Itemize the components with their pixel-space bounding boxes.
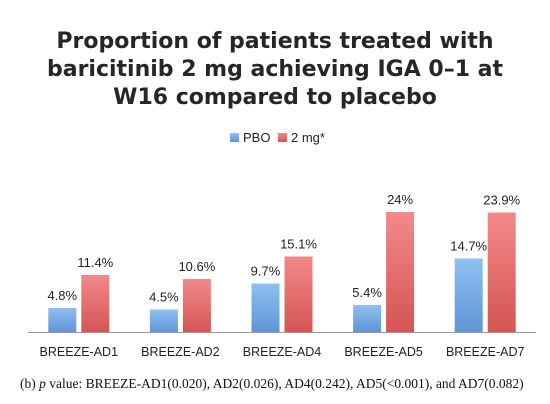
data-label-pbo-breeze-ad1: 4.8%: [47, 288, 77, 303]
chart-title: Proportion of patients treated with bari…: [47, 29, 504, 110]
data-label-pbo-breeze-ad2: 4.5%: [149, 290, 179, 305]
data-label-2mg-breeze-ad1: 11.4%: [77, 255, 113, 270]
bar-pbo-breeze-ad1: [48, 308, 77, 332]
legend-swatch-pbo: [230, 133, 239, 142]
x-tick-label-breeze-ad2: BREEZE-AD2: [141, 345, 220, 359]
bar-2mg-breeze-ad7: [487, 212, 516, 332]
data-label-pbo-breeze-ad5: 5.4%: [352, 285, 382, 300]
chart-title-line-2: baricitinib 2 mg achieving IGA 0–1 at: [47, 57, 504, 82]
x-tick-label-breeze-ad5: BREEZE-AD5: [344, 345, 423, 359]
legend-label-pbo: PBO: [243, 130, 270, 145]
chart-title-line-1: Proportion of patients treated with: [56, 29, 493, 54]
legend-label-2mg: 2 mg*: [291, 130, 325, 145]
caption-prefix: (b): [20, 376, 40, 391]
x-tick-label-breeze-ad4: BREEZE-AD4: [243, 345, 322, 359]
bar-2mg-breeze-ad4: [284, 256, 313, 332]
data-label-2mg-breeze-ad5: 24%: [387, 192, 413, 207]
chart: Proportion of patients treated with bari…: [28, 29, 536, 359]
caption-italic-p: p: [39, 376, 46, 391]
bar-pbo-breeze-ad5: [353, 305, 382, 332]
bar-pbo-breeze-ad2: [149, 309, 178, 332]
data-label-2mg-breeze-ad7: 23.9%: [483, 193, 520, 208]
chart-title-line-3: W16 compared to placebo: [113, 85, 437, 110]
legend-swatch-2mg: [278, 133, 287, 142]
x-tick-label-breeze-ad1: BREEZE-AD1: [40, 345, 119, 359]
plot-area: 4.8% 11.4% BREEZE-AD1 4.5% 10.6% BREEZE-AD2 9.…: [28, 192, 536, 359]
bar-2mg-breeze-ad2: [182, 279, 211, 332]
caption-text: value: BREEZE-AD1(0.020), AD2(0.026), AD…: [45, 376, 524, 391]
bar-pbo-breeze-ad7: [454, 258, 483, 332]
bar-pbo-breeze-ad4: [251, 283, 280, 332]
x-tick-label-breeze-ad7: BREEZE-AD7: [446, 345, 525, 359]
bar-2mg-breeze-ad1: [81, 275, 110, 332]
data-label-pbo-breeze-ad4: 9.7%: [251, 264, 281, 279]
legend: PBO 2 mg*: [230, 130, 325, 145]
data-label-2mg-breeze-ad4: 15.1%: [280, 237, 317, 252]
figure-caption: (b) p value: BREEZE-AD1(0.020), AD2(0.02…: [20, 376, 540, 392]
data-label-pbo-breeze-ad7: 14.7%: [450, 239, 487, 254]
data-label-2mg-breeze-ad2: 10.6%: [178, 259, 215, 274]
bar-2mg-breeze-ad5: [386, 212, 415, 332]
